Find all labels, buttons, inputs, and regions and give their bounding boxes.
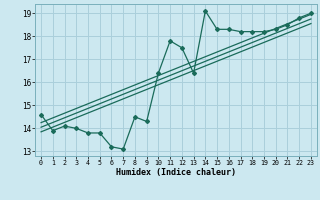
X-axis label: Humidex (Indice chaleur): Humidex (Indice chaleur) [116,168,236,177]
